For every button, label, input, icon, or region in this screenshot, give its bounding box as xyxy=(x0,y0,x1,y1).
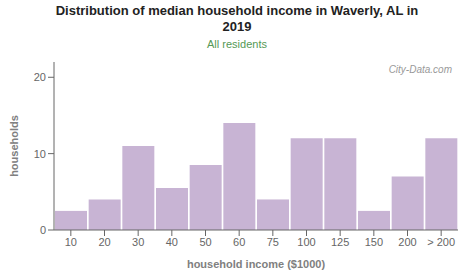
svg-text:200: 200 xyxy=(398,236,416,248)
svg-text:20: 20 xyxy=(98,236,110,248)
svg-text:10: 10 xyxy=(65,236,77,248)
svg-text:50: 50 xyxy=(199,236,211,248)
html-text:Distribution of median househo: Distribution of median household income … xyxy=(55,3,419,18)
html-text:City-Data.com: City-Data.com xyxy=(388,64,452,75)
svg-text:households: households xyxy=(8,115,20,177)
svg-text:40: 40 xyxy=(166,236,178,248)
svg-text:150: 150 xyxy=(365,236,383,248)
html-text:2019: 2019 xyxy=(222,19,252,34)
html-text:All residents: All residents xyxy=(207,38,267,50)
svg-text:household income ($1000): household income ($1000) xyxy=(187,258,325,270)
svg-text:> 200: > 200 xyxy=(427,236,455,248)
svg-text:100: 100 xyxy=(297,236,315,248)
svg-text:75: 75 xyxy=(267,236,279,248)
svg-text:60: 60 xyxy=(233,236,245,248)
svg-text:0: 0 xyxy=(40,224,46,236)
svg-text:125: 125 xyxy=(331,236,349,248)
svg-text:30: 30 xyxy=(132,236,144,248)
svg-text:10: 10 xyxy=(34,148,46,160)
svg-text:20: 20 xyxy=(34,71,46,83)
